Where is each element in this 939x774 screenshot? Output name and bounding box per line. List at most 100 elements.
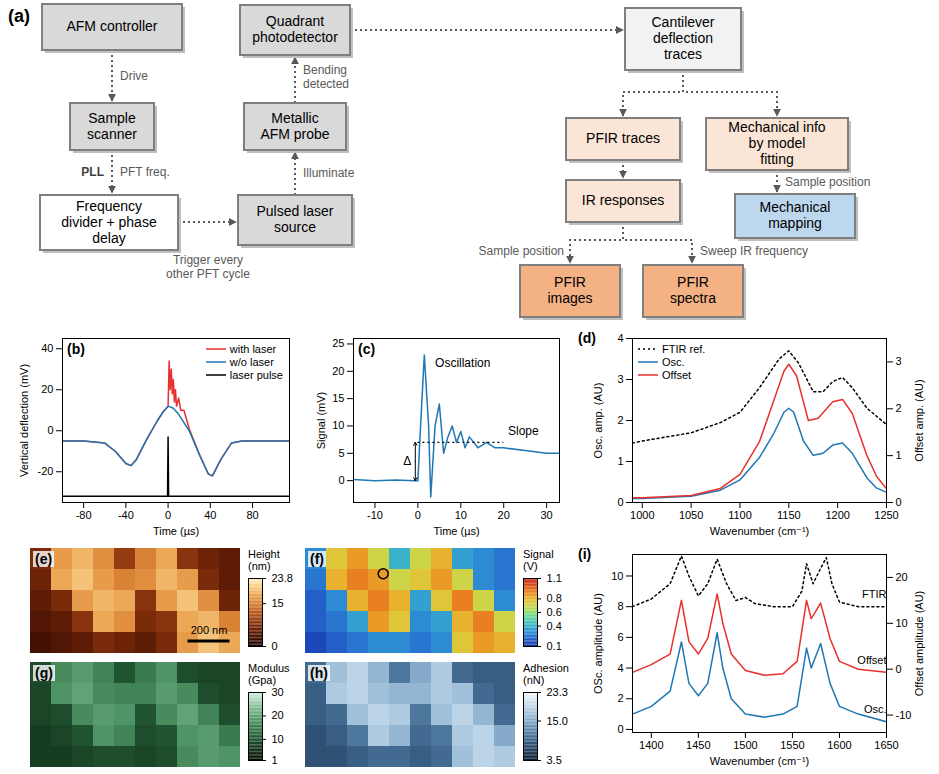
- svg-text:20: 20: [896, 571, 908, 583]
- svg-text:1: 1: [272, 754, 278, 766]
- svg-text:20: 20: [272, 709, 284, 721]
- svg-text:Cantileverdeflectiontraces: Cantileverdeflectiontraces: [651, 14, 714, 62]
- svg-text:1450: 1450: [686, 739, 710, 751]
- svg-text:1: 1: [896, 449, 902, 461]
- svg-text:Δ: Δ: [403, 454, 411, 468]
- svg-text:1600: 1600: [827, 739, 851, 751]
- svg-text:Mechanical infoby modelfitting: Mechanical infoby modelfitting: [728, 119, 825, 167]
- svg-text:10: 10: [272, 733, 284, 745]
- svg-text:Signal (mV): Signal (mV): [315, 392, 327, 449]
- svg-text:Sample position: Sample position: [785, 175, 870, 189]
- svg-text:MetallicAFM probe: MetallicAFM probe: [260, 109, 329, 141]
- svg-text:Wavenumber (cm⁻¹): Wavenumber (cm⁻¹): [710, 755, 810, 767]
- svg-text:3: 3: [896, 355, 902, 367]
- svg-text:FTIR: FTIR: [862, 588, 886, 600]
- svg-text:4: 4: [617, 332, 623, 344]
- svg-text:PLL: PLL: [81, 165, 104, 179]
- svg-text:10: 10: [611, 570, 623, 582]
- svg-text:Oscillation: Oscillation: [435, 356, 490, 370]
- svg-text:0: 0: [415, 509, 421, 521]
- svg-text:1200: 1200: [825, 509, 849, 521]
- svg-text:23.8: 23.8: [272, 572, 293, 584]
- svg-text:80: 80: [246, 509, 258, 521]
- svg-text:200 nm: 200 nm: [191, 624, 228, 636]
- svg-text:15: 15: [332, 392, 344, 404]
- svg-text:0: 0: [338, 474, 344, 486]
- svg-text:3.5: 3.5: [547, 754, 562, 766]
- svg-text:40: 40: [204, 509, 216, 521]
- svg-text:1500: 1500: [733, 739, 757, 751]
- svg-text:-10: -10: [367, 509, 383, 521]
- svg-text:10: 10: [455, 509, 467, 521]
- svg-text:20: 20: [332, 365, 344, 377]
- svg-text:23.3: 23.3: [547, 686, 568, 698]
- svg-text:Sweep IR frequency: Sweep IR frequency: [700, 244, 808, 258]
- svg-text:2: 2: [896, 402, 902, 414]
- svg-text:-40: -40: [118, 509, 134, 521]
- svg-text:0: 0: [272, 640, 278, 652]
- svg-text:PFIRspectra: PFIRspectra: [670, 274, 716, 306]
- svg-text:6: 6: [617, 631, 623, 643]
- svg-text:PFT freq.: PFT freq.: [120, 165, 170, 179]
- svg-text:0: 0: [47, 424, 53, 436]
- svg-text:1.1: 1.1: [547, 572, 562, 584]
- svg-text:2: 2: [617, 414, 623, 426]
- svg-text:40: 40: [41, 342, 53, 354]
- svg-text:IR responses: IR responses: [582, 192, 664, 208]
- svg-text:0.1: 0.1: [547, 640, 562, 652]
- svg-text:Mechanicalmapping: Mechanicalmapping: [760, 199, 831, 231]
- svg-text:0: 0: [896, 663, 902, 675]
- svg-text:8: 8: [617, 600, 623, 612]
- svg-text:Time (µs): Time (µs): [153, 525, 199, 537]
- svg-text:1050: 1050: [679, 509, 703, 521]
- svg-text:1150: 1150: [777, 509, 801, 521]
- svg-text:2: 2: [617, 692, 623, 704]
- svg-text:0.8: 0.8: [547, 592, 562, 604]
- svg-text:Trigger everyother PFT cycle: Trigger everyother PFT cycle: [166, 253, 250, 281]
- svg-text:Sample position: Sample position: [479, 244, 564, 258]
- svg-text:10: 10: [332, 419, 344, 431]
- svg-text:15: 15: [272, 597, 284, 609]
- svg-text:10: 10: [896, 617, 908, 629]
- svg-text:Quadrantphotodetector: Quadrantphotodetector: [252, 13, 338, 45]
- svg-text:Vertical deflection (mV): Vertical deflection (mV): [18, 364, 30, 477]
- svg-text:4: 4: [617, 662, 623, 674]
- svg-text:1400: 1400: [639, 739, 663, 751]
- svg-text:0: 0: [617, 496, 623, 508]
- svg-text:0.6: 0.6: [547, 606, 562, 618]
- svg-text:Drive: Drive: [120, 69, 148, 83]
- svg-text:25: 25: [332, 337, 344, 349]
- svg-text:Offset: Offset: [857, 654, 886, 666]
- svg-text:Wavenumber (cm⁻¹): Wavenumber (cm⁻¹): [710, 525, 810, 537]
- svg-text:30: 30: [272, 686, 284, 698]
- svg-text:Illuminate: Illuminate: [303, 166, 355, 180]
- svg-text:-80: -80: [76, 509, 92, 521]
- svg-text:0: 0: [165, 509, 171, 521]
- svg-text:3: 3: [617, 373, 623, 385]
- svg-text:OSc. amplitude (AU): OSc. amplitude (AU): [592, 593, 604, 694]
- svg-text:Bendingdetected: Bendingdetected: [303, 63, 349, 91]
- svg-text:15.0: 15.0: [547, 715, 568, 727]
- svg-text:1550: 1550: [780, 739, 804, 751]
- svg-text:Slope: Slope: [508, 424, 539, 438]
- svg-text:0: 0: [896, 496, 902, 508]
- svg-text:Pulsed lasersource: Pulsed lasersource: [256, 203, 333, 235]
- svg-text:0.4: 0.4: [547, 620, 562, 632]
- svg-text:-10: -10: [896, 709, 912, 721]
- svg-text:0: 0: [617, 723, 623, 735]
- svg-text:1: 1: [617, 455, 623, 467]
- svg-text:30: 30: [541, 509, 553, 521]
- svg-text:-20: -20: [38, 465, 54, 477]
- svg-text:Osc. amp. (AU): Osc. amp. (AU): [592, 383, 604, 459]
- svg-text:1100: 1100: [728, 509, 752, 521]
- svg-text:Osc.: Osc.: [864, 703, 887, 715]
- svg-text:1250: 1250: [874, 509, 898, 521]
- svg-text:Frequencydivider + phasedelay: Frequencydivider + phasedelay: [61, 197, 157, 245]
- svg-text:20: 20: [41, 383, 53, 395]
- svg-text:20: 20: [498, 509, 510, 521]
- svg-text:1000: 1000: [630, 509, 654, 521]
- svg-text:AFM controller: AFM controller: [66, 18, 157, 34]
- svg-text:(a): (a): [8, 6, 30, 26]
- svg-text:5: 5: [338, 447, 344, 459]
- svg-text:PFIR traces: PFIR traces: [586, 130, 660, 146]
